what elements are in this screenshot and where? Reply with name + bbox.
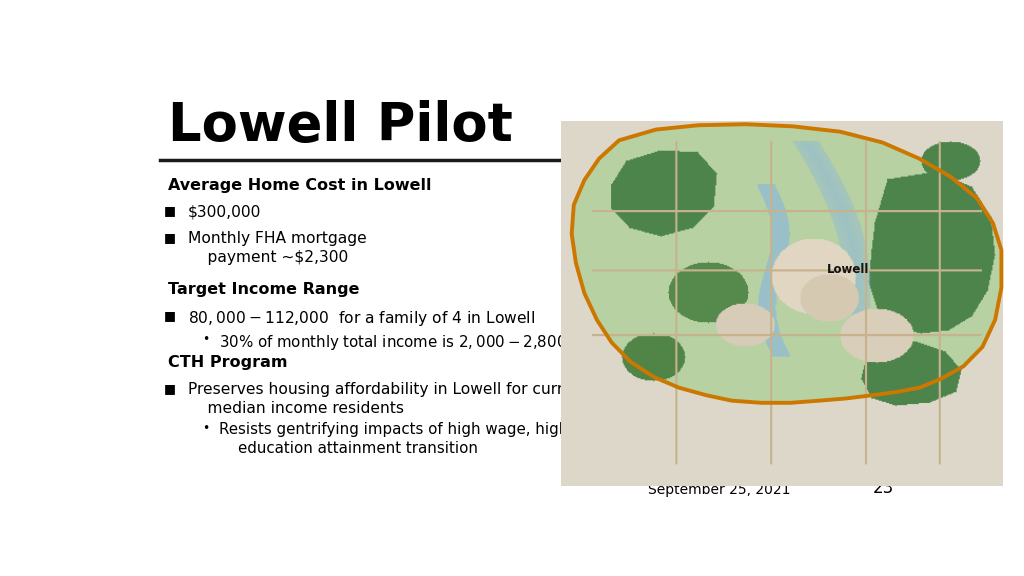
- Text: Resists gentrifying impacts of high wage, high
    education attainment transiti: Resists gentrifying impacts of high wage…: [219, 422, 568, 456]
- Text: Lowell: Lowell: [826, 263, 869, 276]
- Text: Monthly FHA mortgage
    payment ~$2,300: Monthly FHA mortgage payment ~$2,300: [187, 231, 367, 265]
- Text: Preserves housing affordability in Lowell for current
    median income resident: Preserves housing affordability in Lowel…: [187, 382, 588, 416]
- Text: Target Income Range: Target Income Range: [168, 282, 359, 297]
- Text: CTH Program: CTH Program: [168, 355, 287, 370]
- Text: ■: ■: [164, 382, 176, 395]
- Text: ■: ■: [164, 231, 176, 244]
- Text: 30% of monthly total income is $2,000-$2,800: 30% of monthly total income is $2,000-$2…: [219, 333, 567, 352]
- Text: •: •: [202, 333, 209, 346]
- Text: September 25, 2021: September 25, 2021: [648, 483, 791, 497]
- Text: ■: ■: [164, 204, 176, 217]
- Text: •: •: [202, 422, 209, 435]
- Text: 23: 23: [872, 479, 894, 497]
- Text: Lowell Pilot: Lowell Pilot: [168, 100, 513, 152]
- Text: Average Home Cost in Lowell: Average Home Cost in Lowell: [168, 178, 431, 193]
- Text: $300,000: $300,000: [187, 204, 261, 219]
- Text: Median  household income, darker  = higher: Median household income, darker = higher: [563, 452, 874, 465]
- Text: $80,000-$112,000  for a family of 4 in Lowell: $80,000-$112,000 for a family of 4 in Lo…: [187, 309, 535, 328]
- Text: ■: ■: [164, 309, 176, 321]
